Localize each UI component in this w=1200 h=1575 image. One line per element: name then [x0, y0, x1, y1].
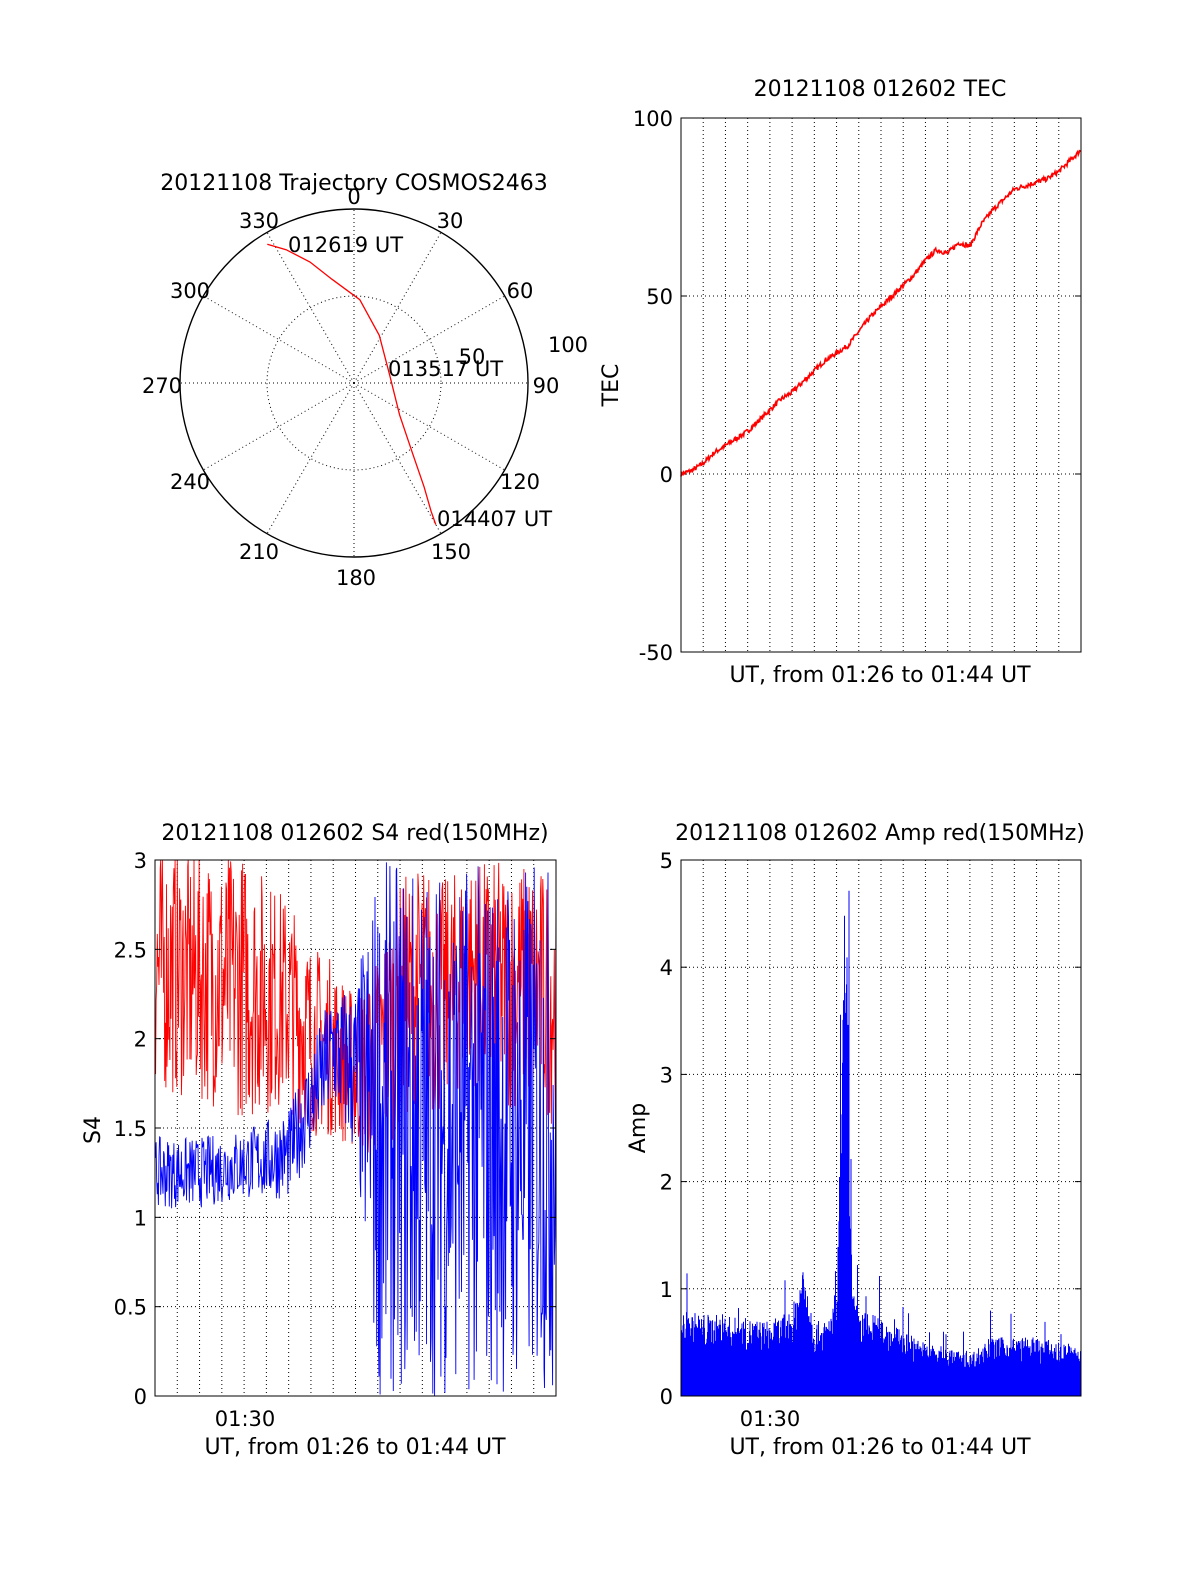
- polar-spoke-120: [353, 382, 505, 471]
- tec-xlabel: UT, from 01:26 to 01:44 UT: [729, 663, 1031, 688]
- polar-spoke-210: [266, 382, 355, 534]
- tec-ylabel: TEC: [599, 364, 624, 408]
- amp-ytick-5: 5: [660, 849, 673, 873]
- s4-title: 20121108 012602 S4 red(150MHz): [161, 821, 548, 846]
- polar-spoke-330: [266, 232, 355, 384]
- tec-ytick-100: 100: [633, 107, 673, 131]
- s4-ytick-2: 2: [134, 1028, 147, 1052]
- amp-ytick-2: 2: [660, 1171, 673, 1195]
- amp-xlabel: UT, from 01:26 to 01:44 UT: [729, 1435, 1031, 1460]
- amp-ytick-1: 1: [660, 1278, 673, 1302]
- annotation-mid: 013517 UT: [388, 357, 503, 381]
- polar-radial-label-mid: 50: [459, 345, 486, 369]
- s4-chart: 20121108 012602 S4 red(150MHz) 0 0.5 1 1.5 2…: [81, 821, 557, 1460]
- polar-trajectory-chart: 20121108 Trajectory COSMOS2463 0 30 60 90 12…: [142, 171, 588, 590]
- amp-xtick-0130: 01:30: [740, 1407, 801, 1431]
- polar-outer-ring: [179, 208, 529, 558]
- amp-chart: 20121108 012602 Amp red(150MHz) 0 1 2 3 4 5 0…: [626, 821, 1085, 1460]
- s4-ytick-1: 1: [134, 1206, 147, 1230]
- polar-angle-label-270: 270: [142, 374, 182, 398]
- polar-angle-label-330: 330: [239, 209, 279, 233]
- s4-ytick-3: 3: [134, 849, 147, 873]
- s4-ytick-1.5: 1.5: [114, 1117, 147, 1141]
- polar-spoke-60: [353, 295, 505, 384]
- tec-ytick-50: 50: [646, 285, 673, 309]
- s4-blue-series-line: [154, 862, 557, 1396]
- s4-xtick-0130: 01:30: [215, 1407, 276, 1431]
- polar-spoke-30: [353, 232, 442, 384]
- tec-series-line: [680, 149, 1082, 477]
- tec-title: 20121108 012602 TEC: [754, 77, 1007, 102]
- amp-ytick-4: 4: [660, 956, 673, 980]
- polar-angle-label-60: 60: [507, 279, 534, 303]
- polar-radial-label-max: 100: [548, 333, 588, 357]
- s4-ylabel: S4: [81, 1116, 106, 1144]
- amp-title: 20121108 012602 Amp red(150MHz): [675, 821, 1085, 846]
- polar-spoke-150: [353, 382, 442, 534]
- tec-ytick-0: 0: [660, 463, 673, 487]
- tec-plot-frame: [680, 117, 1082, 653]
- polar-angle-label-240: 240: [170, 470, 210, 494]
- polar-angle-label-180: 180: [336, 566, 376, 590]
- polar-angle-label-150: 150: [431, 540, 471, 564]
- amp-ytick-3: 3: [660, 1063, 673, 1087]
- annotation-end: 014407 UT: [437, 507, 552, 531]
- polar-angle-label-30: 30: [437, 209, 464, 233]
- amp-plot-frame: [680, 859, 1082, 1397]
- amp-ylabel: Amp: [626, 1103, 651, 1153]
- polar-angle-label-90: 90: [533, 374, 560, 398]
- amp-ytick-0: 0: [660, 1385, 673, 1409]
- polar-spoke-300: [203, 295, 355, 384]
- polar-mid-ring: [266, 295, 442, 471]
- polar-title: 20121108 Trajectory COSMOS2463: [160, 171, 547, 196]
- polar-angle-label-0: 0: [347, 185, 360, 209]
- polar-angle-label-210: 210: [239, 540, 279, 564]
- tec-ytick--50: -50: [639, 641, 673, 665]
- s4-ytick-0: 0: [134, 1385, 147, 1409]
- polar-angle-label-120: 120: [500, 470, 540, 494]
- annotation-start: 012619 UT: [288, 233, 403, 257]
- s4-ytick-2.5: 2.5: [114, 938, 147, 962]
- s4-xlabel: UT, from 01:26 to 01:44 UT: [204, 1435, 506, 1460]
- tec-chart: 20121108 012602 TEC -50 0 50 100 TEC UT, fr…: [599, 77, 1082, 688]
- s4-ytick-0.5: 0.5: [114, 1296, 147, 1320]
- trajectory-line: [267, 243, 437, 525]
- polar-spoke-240: [203, 382, 355, 471]
- polar-angle-label-300: 300: [170, 279, 210, 303]
